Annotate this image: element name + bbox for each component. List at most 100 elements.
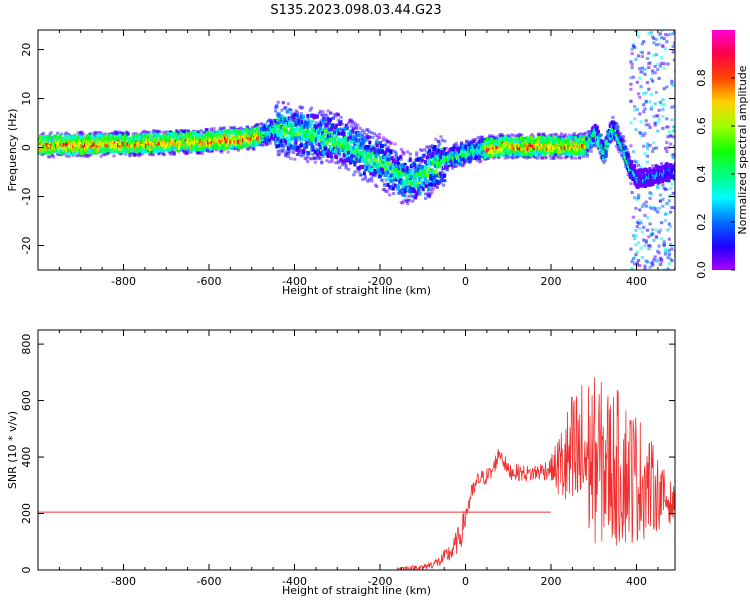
heatmap-halo-cell — [64, 131, 69, 135]
heatmap-core-cell — [351, 152, 355, 157]
heatmap-core-cell — [336, 140, 340, 145]
heatmap-halo-cell — [476, 136, 480, 140]
heatmap-halo-cell — [645, 216, 650, 219]
heatmap-halo-cell — [672, 30, 675, 34]
heatmap-halo-cell — [654, 259, 659, 263]
heatmap-core-cell — [351, 128, 355, 133]
heatmap-halo-cell — [667, 222, 671, 226]
heatmap-core-cell — [494, 152, 498, 157]
heatmap-halo-cell — [226, 150, 230, 154]
heatmap-core-cell — [359, 155, 363, 160]
heatmap-halo-cell — [654, 228, 659, 232]
heatmap-halo-cell — [129, 151, 133, 155]
heatmap-core-cell — [287, 119, 290, 123]
heatmap-halo-cell — [335, 150, 339, 154]
heatmap-halo-cell — [666, 62, 670, 66]
heatmap-halo-cell — [211, 149, 215, 153]
heatmap-halo-cell — [648, 196, 652, 200]
heatmap-core-cell — [305, 131, 309, 136]
heatmap-halo-cell — [630, 260, 634, 264]
heatmap-core-cell — [302, 150, 305, 155]
heatmap-core-cell — [171, 134, 175, 139]
heatmap-halo-cell — [529, 155, 533, 159]
heatmap-halo-cell — [359, 147, 364, 151]
heatmap-core-cell — [327, 127, 331, 132]
heatmap-core-cell — [405, 171, 409, 176]
heatmap-core-cell — [422, 172, 426, 177]
heatmap-halo-cell — [662, 62, 666, 66]
heatmap-halo-cell — [651, 228, 655, 232]
heatmap-core-cell — [388, 176, 392, 180]
heatmap-halo-cell — [657, 77, 661, 80]
heatmap-halo-cell — [353, 121, 357, 125]
heatmap-halo-cell — [642, 103, 646, 107]
heatmap-core-cell — [509, 146, 513, 151]
heatmap-halo-cell — [578, 156, 582, 160]
heatmap-halo-cell — [672, 104, 675, 108]
heatmap-core-cell — [118, 146, 122, 151]
heatmap-halo-cell — [661, 126, 665, 130]
heatmap-core-cell — [492, 150, 496, 155]
heatmap-core-cell — [295, 129, 299, 134]
heatmap-halo-cell — [145, 131, 149, 135]
heatmap-halo-cell — [507, 134, 511, 138]
heatmap-core-cell — [392, 175, 396, 180]
heatmap-halo-cell — [639, 134, 643, 138]
heatmap-halo-cell — [384, 178, 388, 182]
heatmap-core-cell — [193, 142, 196, 147]
heatmap-core-cell — [433, 145, 437, 149]
heatmap-halo-cell — [642, 110, 646, 114]
heatmap-halo-cell — [320, 118, 324, 122]
heatmap-core-cell — [43, 147, 47, 152]
heatmap-core-cell — [384, 166, 388, 171]
heatmap-core-cell — [109, 133, 113, 138]
heatmap-core-cell — [289, 116, 293, 121]
heatmap-halo-cell — [625, 147, 629, 151]
heatmap-core-cell — [318, 136, 321, 141]
heatmap-core-cell — [291, 114, 295, 119]
heatmap-core-cell — [207, 141, 211, 146]
heatmap-core-cell — [404, 188, 408, 193]
heatmap-core-cell — [430, 182, 434, 187]
heatmap-core-cell — [315, 152, 319, 157]
heatmap-halo-cell — [232, 125, 237, 129]
heatmap-core-cell — [386, 170, 390, 175]
heatmap-halo-cell — [662, 103, 666, 107]
heatmap-core-cell — [323, 137, 327, 142]
heatmap-core-cell — [122, 147, 126, 152]
heatmap-halo-cell — [672, 129, 675, 133]
heatmap-halo-cell — [420, 149, 424, 153]
heatmap-core-cell — [405, 166, 409, 171]
heatmap-core-cell — [205, 131, 209, 136]
heatmap-halo-cell — [520, 133, 524, 137]
heatmap-core-cell — [344, 123, 348, 128]
heatmap-halo-cell — [642, 91, 646, 95]
heatmap-core-cell — [275, 120, 279, 125]
heatmap-halo-cell — [657, 108, 661, 112]
heatmap-halo-cell — [289, 157, 293, 161]
heatmap-halo-cell — [76, 131, 80, 135]
heatmap-halo-cell — [275, 130, 279, 134]
heatmap-halo-cell — [275, 105, 279, 109]
heatmap-halo-cell — [399, 147, 403, 151]
heatmap-halo-cell — [642, 144, 646, 148]
heatmap-halo-cell — [629, 121, 633, 125]
heatmap-halo-cell — [662, 66, 666, 70]
heatmap-core-cell — [325, 123, 329, 128]
heatmap-halo-cell — [480, 142, 484, 146]
heatmap-core-cell — [307, 134, 311, 139]
heatmap-halo-cell — [297, 116, 301, 120]
heatmap-core-cell — [399, 176, 403, 181]
heatmap-halo-cell — [239, 126, 243, 130]
heatmap-halo-cell — [666, 256, 670, 260]
heatmap-core-cell — [418, 191, 422, 196]
heatmap-halo-cell — [510, 133, 514, 137]
heatmap-core-cell — [67, 141, 71, 146]
heatmap-halo-cell — [386, 145, 391, 149]
heatmap-halo-cell — [643, 72, 647, 76]
heatmap-halo-cell — [366, 128, 370, 132]
heatmap-core-cell — [532, 149, 536, 154]
heatmap-core-cell — [245, 127, 249, 132]
heatmap-halo-cell — [653, 71, 657, 75]
heatmap-halo-cell — [635, 107, 639, 111]
